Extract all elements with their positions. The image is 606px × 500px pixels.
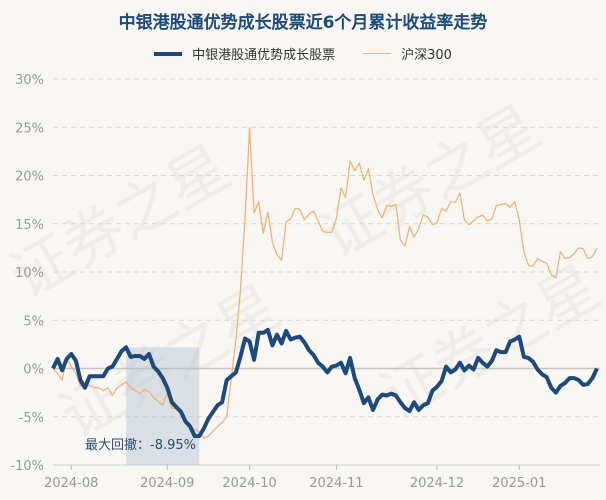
y-tick-label: 15% [15, 218, 44, 233]
y-tick-label: 25% [15, 121, 44, 136]
legend-swatch-hs300 [363, 53, 392, 54]
legend-swatch-fund [154, 51, 183, 56]
series-line-fund [51, 327, 599, 439]
y-tick-label: 30% [15, 73, 44, 88]
legend: 中银港股通优势成长股票 沪深300 [0, 44, 606, 63]
x-tick-label: 2024-12 [410, 476, 464, 491]
max-drawdown-region [126, 347, 200, 465]
y-tick-label: 10% [15, 266, 44, 281]
x-tick-label: 2024-09 [140, 476, 194, 491]
y-tick-label: 20% [15, 170, 44, 185]
watermark-text: 证券之星 [309, 92, 552, 273]
y-tick-label: 5% [23, 314, 44, 329]
legend-item-fund[interactable]: 中银港股通优势成长股票 [154, 44, 335, 63]
x-tick-label: 2024-11 [309, 476, 363, 491]
y-tick-label: -5% [19, 411, 44, 426]
series-line-hs300 [52, 127, 598, 439]
y-tick-label: -10% [10, 459, 44, 474]
legend-item-hs300[interactable]: 沪深300 [363, 44, 452, 63]
legend-label-hs300: 沪深300 [401, 48, 452, 63]
chart-title: 中银港股通优势成长股票近6个月累计收益率走势 [118, 13, 488, 33]
x-tick-label: 2025-01 [492, 476, 546, 491]
legend-label-fund: 中银港股通优势成长股票 [192, 48, 336, 63]
y-tick-label: 0% [23, 363, 44, 378]
x-tick-label: 2024-08 [44, 476, 98, 491]
max-drawdown-label: 最大回撤：-8.95% [85, 437, 196, 453]
x-tick-label: 2024-10 [222, 476, 276, 491]
